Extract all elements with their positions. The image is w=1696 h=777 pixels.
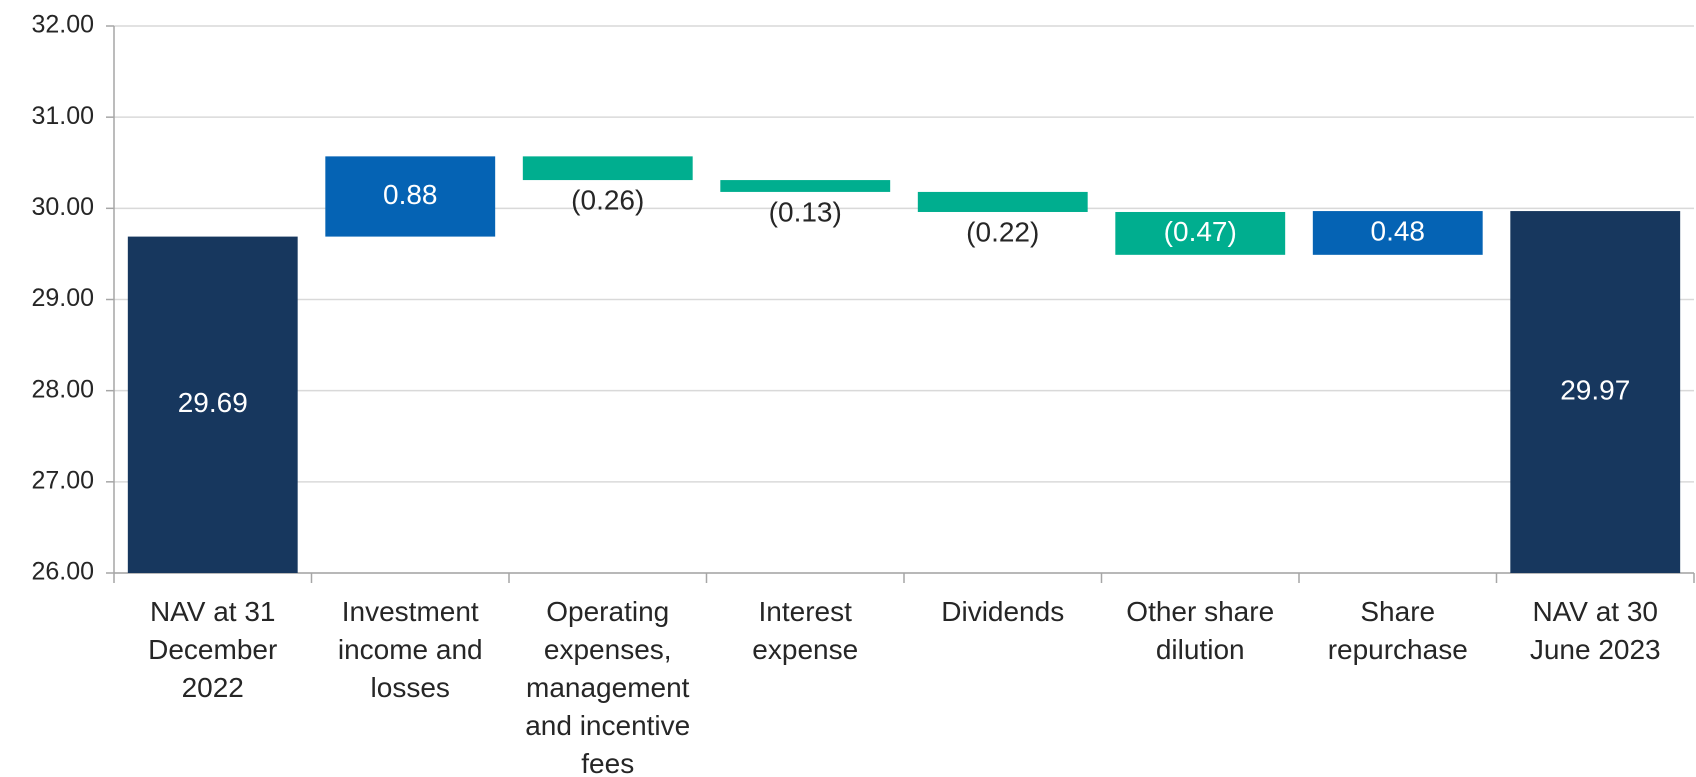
bar <box>325 156 496 237</box>
bar <box>127 236 298 573</box>
value-label: (0.26) <box>571 184 644 215</box>
x-tick-label: Operating expenses, management and incen… <box>525 596 691 777</box>
y-tick-label: 31.00 <box>31 102 94 130</box>
bar <box>1115 211 1286 255</box>
y-tick-label: 26.00 <box>31 558 94 586</box>
bar <box>917 191 1088 212</box>
y-tick-label: 27.00 <box>31 466 94 494</box>
x-tick-label: Interest expense <box>752 596 859 665</box>
y-tick-label: 28.00 <box>31 375 94 403</box>
x-tick-label: Investment income and losses <box>337 596 483 703</box>
bar <box>1510 211 1681 573</box>
value-label: 0.88 <box>383 179 438 210</box>
value-label: (0.47) <box>1164 216 1237 247</box>
y-tick-label: 30.00 <box>31 193 94 221</box>
bar <box>720 180 891 192</box>
x-tick-label: Share repurchase <box>1327 596 1468 665</box>
value-label: (0.13) <box>769 196 842 227</box>
value-label: (0.22) <box>966 216 1039 247</box>
value-label: 29.69 <box>178 387 248 418</box>
x-tick-label: NAV at 30 June 2023 <box>1529 596 1661 665</box>
x-tick-label: Other share dilution <box>1126 596 1275 665</box>
value-label: 29.97 <box>1560 374 1630 405</box>
bar <box>1312 211 1483 255</box>
x-tick-label: Dividends <box>941 596 1065 627</box>
value-label: 0.48 <box>1371 215 1426 246</box>
y-tick-label: 32.00 <box>31 11 94 39</box>
y-tick-label: 29.00 <box>31 284 94 312</box>
bar <box>522 156 693 181</box>
x-tick-label: NAV at 31 December 2022 <box>148 596 278 703</box>
